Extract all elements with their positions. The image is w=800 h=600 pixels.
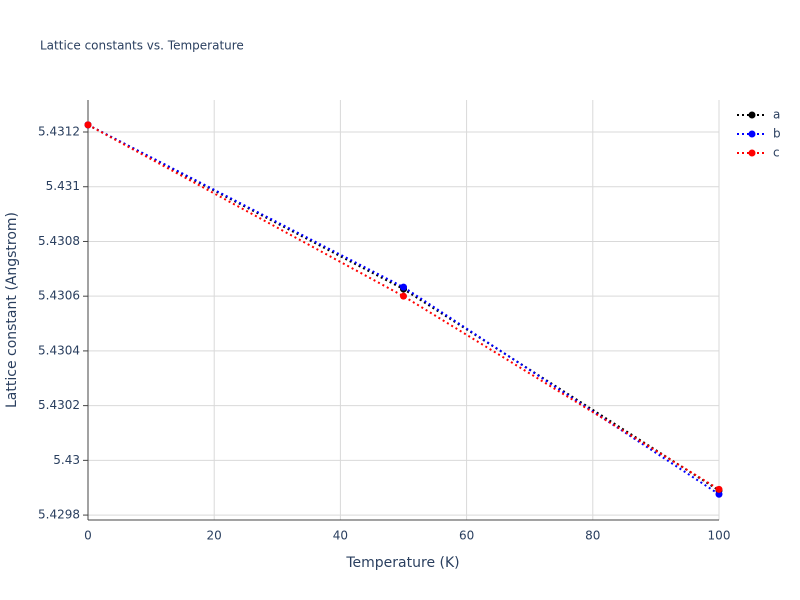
x-axis-label: Temperature (K) (345, 555, 459, 571)
x-tick-label: 100 (708, 529, 731, 543)
data-point (715, 485, 723, 493)
series-line (87, 124, 720, 492)
y-tick-label: 5.43 (53, 453, 80, 467)
legend-label: a (773, 108, 780, 122)
y-axis-label: Lattice constant (Angstrom) (4, 212, 20, 408)
data-point (715, 490, 723, 498)
x-tick-label: 60 (459, 529, 474, 543)
y-tick-label: 5.4304 (38, 343, 80, 357)
y-tick-label: 5.4306 (38, 289, 80, 303)
data-point (400, 292, 407, 300)
series-line (87, 124, 720, 496)
x-tick-label: 0 (84, 529, 92, 543)
data-point (400, 283, 407, 291)
y-tick-label: 5.431 (46, 179, 80, 193)
chart-title: Lattice constants vs. Temperature (40, 39, 244, 53)
legend-marker (748, 111, 756, 119)
y-tick-label: 5.4308 (38, 234, 80, 248)
series-line (87, 124, 720, 491)
x-tick-label: 40 (333, 529, 348, 543)
y-tick-label: 5.4298 (38, 508, 80, 522)
legend-marker (748, 130, 756, 138)
legend-marker (748, 149, 756, 157)
legend-label: c (773, 146, 780, 160)
y-tick-label: 5.4312 (38, 125, 80, 139)
y-tick-label: 5.4302 (38, 398, 80, 412)
x-tick-label: 20 (207, 529, 222, 543)
data-point (84, 121, 92, 129)
legend-label: b (773, 127, 781, 141)
x-tick-label: 80 (585, 529, 600, 543)
